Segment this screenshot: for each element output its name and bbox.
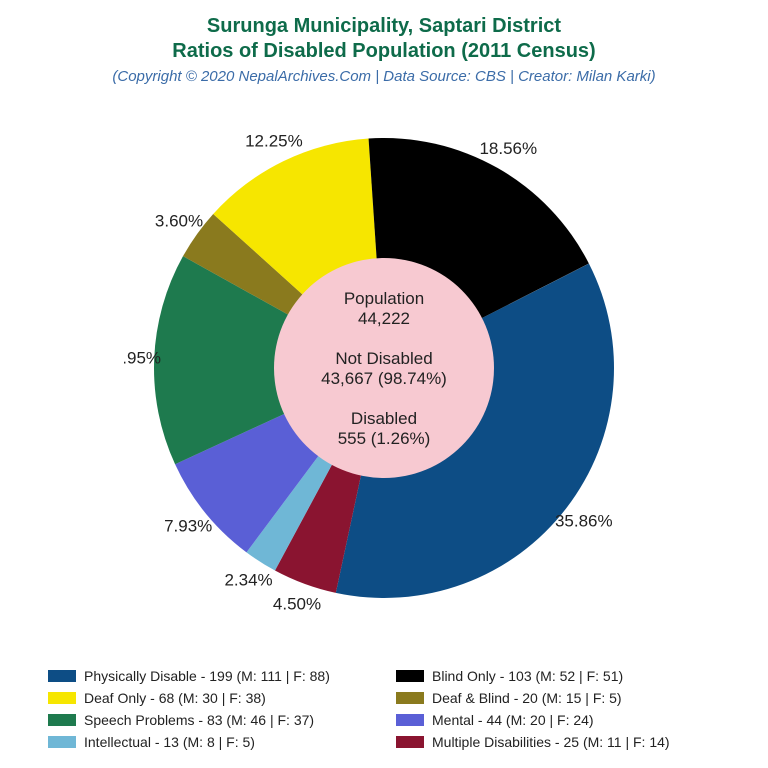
legend-label-2: Deaf Only - 68 (M: 30 | F: 38) bbox=[84, 690, 266, 706]
slice-label-speech_problems: 14.95% bbox=[124, 348, 161, 367]
legend-label-7: Multiple Disabilities - 25 (M: 11 | F: 1… bbox=[432, 734, 670, 750]
title-line-2: Ratios of Disabled Population (2011 Cens… bbox=[0, 39, 768, 64]
legend-swatch-3 bbox=[396, 692, 424, 704]
legend-item-4: Speech Problems - 83 (M: 46 | F: 37) bbox=[48, 712, 372, 728]
legend-swatch-6 bbox=[48, 736, 76, 748]
title-block: Surunga Municipality, Saptari District R… bbox=[0, 0, 768, 85]
center-text-line-6: Disabled bbox=[351, 409, 417, 428]
legend-item-2: Deaf Only - 68 (M: 30 | F: 38) bbox=[48, 690, 372, 706]
slice-label-blind_only: 18.56% bbox=[479, 139, 537, 158]
center-text-line-1: 44,222 bbox=[358, 309, 410, 328]
legend-item-6: Intellectual - 13 (M: 8 | F: 5) bbox=[48, 734, 372, 750]
legend-swatch-1 bbox=[396, 670, 424, 682]
legend-swatch-4 bbox=[48, 714, 76, 726]
legend-swatch-2 bbox=[48, 692, 76, 704]
legend-item-7: Multiple Disabilities - 25 (M: 11 | F: 1… bbox=[396, 734, 720, 750]
pie-chart-svg: Population44,222 Not Disabled43,667 (98.7… bbox=[124, 108, 644, 628]
legend: Physically Disable - 199 (M: 111 | F: 88… bbox=[48, 668, 720, 750]
slice-label-deaf_blind: 3.60% bbox=[155, 211, 203, 230]
legend-label-5: Mental - 44 (M: 20 | F: 24) bbox=[432, 712, 594, 728]
slice-label-mental: 7.93% bbox=[164, 517, 212, 536]
center-text-line-7: 555 (1.26%) bbox=[338, 429, 431, 448]
legend-label-4: Speech Problems - 83 (M: 46 | F: 37) bbox=[84, 712, 314, 728]
title-line-1: Surunga Municipality, Saptari District bbox=[0, 14, 768, 39]
legend-swatch-0 bbox=[48, 670, 76, 682]
slice-label-intellectual: 2.34% bbox=[224, 571, 272, 590]
slice-label-deaf_only: 12.25% bbox=[245, 131, 303, 150]
legend-item-3: Deaf & Blind - 20 (M: 15 | F: 5) bbox=[396, 690, 720, 706]
slice-label-multiple_disabilities: 4.50% bbox=[273, 595, 321, 614]
center-text-line-4: 43,667 (98.74%) bbox=[321, 369, 447, 388]
slice-label-physically_disable: 35.86% bbox=[555, 512, 613, 531]
legend-item-1: Blind Only - 103 (M: 52 | F: 51) bbox=[396, 668, 720, 684]
legend-item-0: Physically Disable - 199 (M: 111 | F: 88… bbox=[48, 668, 372, 684]
subtitle: (Copyright © 2020 NepalArchives.Com | Da… bbox=[0, 68, 768, 85]
legend-item-5: Mental - 44 (M: 20 | F: 24) bbox=[396, 712, 720, 728]
center-text-line-3: Not Disabled bbox=[335, 349, 432, 368]
legend-swatch-7 bbox=[396, 736, 424, 748]
legend-label-3: Deaf & Blind - 20 (M: 15 | F: 5) bbox=[432, 690, 622, 706]
pie-chart: Population44,222 Not Disabled43,667 (98.7… bbox=[124, 108, 644, 628]
legend-swatch-5 bbox=[396, 714, 424, 726]
legend-label-0: Physically Disable - 199 (M: 111 | F: 88… bbox=[84, 668, 330, 684]
center-text-line-0: Population bbox=[344, 289, 424, 308]
legend-label-1: Blind Only - 103 (M: 52 | F: 51) bbox=[432, 668, 623, 684]
legend-label-6: Intellectual - 13 (M: 8 | F: 5) bbox=[84, 734, 255, 750]
